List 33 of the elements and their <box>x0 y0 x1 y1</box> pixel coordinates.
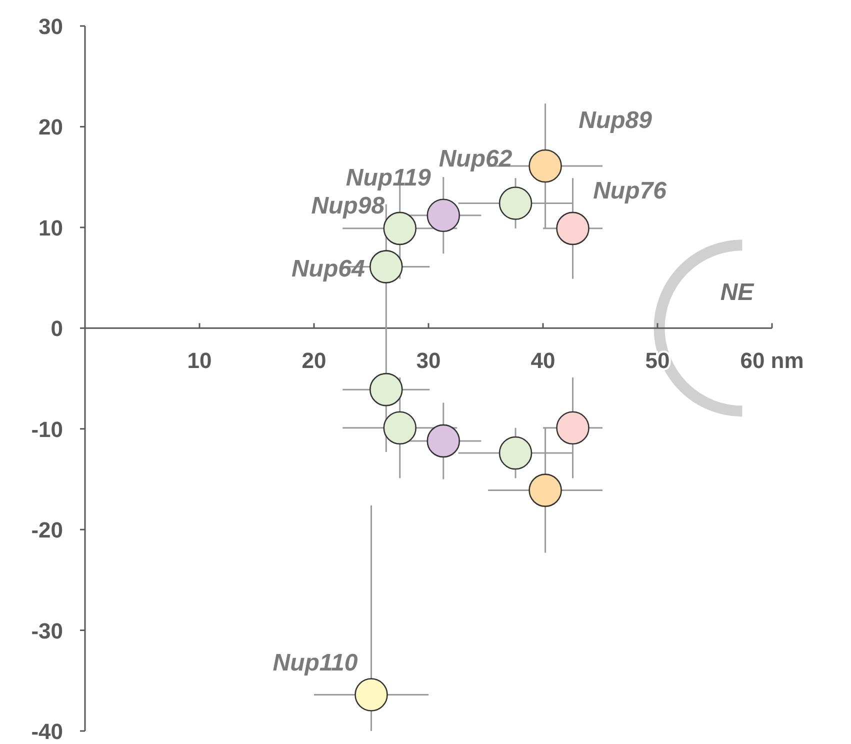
y-tick-label: 20 <box>38 114 63 140</box>
x-tick-label: 30 <box>416 348 441 374</box>
x-tick-label: 60 nm <box>740 348 804 374</box>
point <box>383 411 417 444</box>
point <box>369 372 403 406</box>
x-tick-label: 10 <box>187 348 212 374</box>
point <box>354 678 388 712</box>
series-label: Nup98 <box>311 192 386 220</box>
series-label: Nup110 <box>272 650 358 677</box>
series-label: Nup62 <box>438 145 513 172</box>
x-tick-label: 20 <box>302 348 326 374</box>
y-tick-label: -20 <box>31 518 63 543</box>
x-tick-label: 40 <box>530 348 556 374</box>
series-label: Nup89 <box>578 106 653 134</box>
y-tick-label: 10 <box>38 215 63 240</box>
point <box>528 474 562 507</box>
point <box>498 186 532 220</box>
series-label: Nup64 <box>291 256 365 283</box>
point <box>556 411 590 444</box>
y-tick-label: -30 <box>31 618 63 644</box>
point <box>369 250 403 284</box>
y-tick-label: -10 <box>31 416 63 442</box>
series-label: Nup76 <box>593 177 668 204</box>
point <box>528 149 562 183</box>
y-tick-label: 0 <box>50 316 63 342</box>
point <box>426 424 460 458</box>
point <box>383 212 417 246</box>
series-label: Nup119 <box>346 164 432 192</box>
point <box>498 436 532 470</box>
y-tick-label: 30 <box>38 14 63 39</box>
point <box>426 198 460 232</box>
y-tick-label: -40 <box>31 719 63 744</box>
point <box>556 212 590 246</box>
